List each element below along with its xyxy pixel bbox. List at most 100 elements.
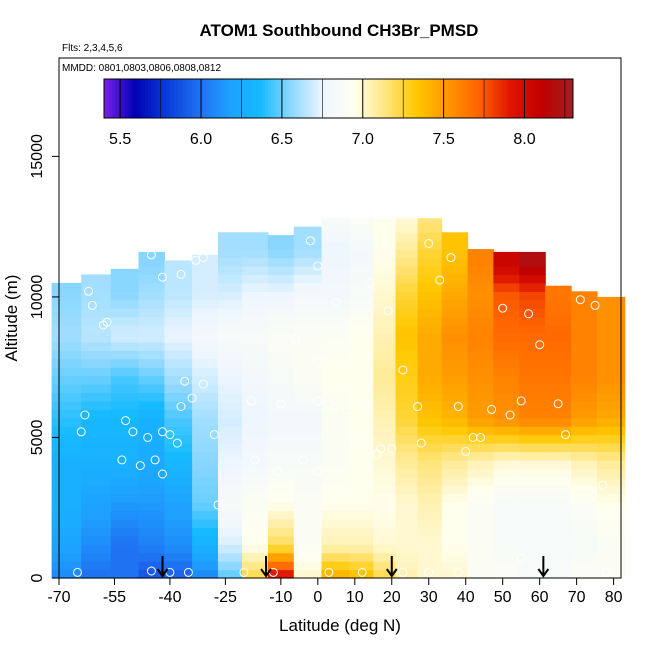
heatmap-cell	[218, 308, 243, 318]
colorbar-tick-label: 6.5	[271, 131, 293, 148]
flight-arrow-head	[385, 568, 398, 578]
heatmap-cell	[242, 358, 269, 368]
heatmap-cell	[51, 282, 82, 292]
colorbar-segment	[429, 79, 433, 118]
heatmap-cell	[81, 569, 112, 579]
observation-point	[146, 250, 156, 260]
colorbar-segment	[391, 79, 395, 118]
colorbar-segment	[496, 79, 501, 118]
heatmap-cell	[164, 476, 193, 486]
heatmap-cell	[267, 459, 295, 469]
observation-point	[305, 236, 315, 246]
colorbar-segment	[555, 79, 559, 118]
heatmap-cell	[571, 493, 598, 503]
heatmap-cell	[441, 299, 469, 309]
heatmap-cell	[597, 426, 626, 436]
colorbar-segment	[115, 79, 120, 118]
heatmap-cell	[441, 384, 469, 394]
heatmap-cell	[417, 367, 443, 377]
heatmap-cell	[242, 459, 269, 469]
heatmap-cell	[242, 249, 269, 259]
colorbar-segment	[335, 79, 339, 118]
heatmap-cell	[493, 392, 520, 402]
colorbar-segment	[543, 79, 548, 118]
heatmap-cell	[110, 274, 140, 284]
heatmap-cell	[417, 358, 443, 368]
heatmap-cell	[192, 426, 219, 436]
heatmap-cell	[218, 502, 243, 512]
heatmap-cell	[321, 274, 350, 284]
heatmap-cell	[321, 434, 350, 444]
heatmap-cell	[373, 367, 397, 377]
colorbar-segment	[147, 79, 152, 118]
heatmap-cell	[138, 400, 165, 410]
heatmap-cell	[138, 251, 165, 259]
heatmap-cell	[545, 350, 572, 360]
heatmap-cell	[417, 569, 443, 579]
heatmap-cell	[218, 266, 243, 275]
heatmap-cell	[571, 392, 598, 402]
heatmap-cell	[321, 223, 350, 233]
colorbar-segment	[564, 79, 568, 118]
heatmap-cell	[373, 417, 397, 427]
heatmap-cell	[293, 232, 323, 242]
heatmap-cell	[110, 493, 140, 503]
heatmap-cell	[519, 358, 546, 368]
heatmap-cell	[493, 333, 520, 343]
heatmap-cell	[395, 375, 419, 385]
heatmap-cell	[545, 291, 572, 301]
heatmap-cell	[417, 392, 443, 402]
heatmap-cell	[242, 443, 269, 453]
heatmap-cell	[218, 282, 243, 292]
heatmap-cell	[242, 544, 269, 554]
observation-point	[553, 399, 563, 409]
heatmap-cell	[81, 434, 112, 444]
heatmap-cell	[571, 443, 598, 453]
observation-point	[313, 261, 323, 271]
colorbar-segment	[505, 79, 509, 118]
heatmap-cell	[81, 384, 112, 394]
heatmap-cell	[164, 350, 193, 360]
heatmap-cell	[218, 552, 243, 562]
heatmap-cell	[267, 266, 295, 275]
heatmap-cell	[545, 485, 572, 495]
colorbar-segment	[282, 79, 287, 118]
heatmap-cell	[373, 569, 397, 579]
heatmap-cell	[597, 519, 626, 528]
colorbar-segment	[291, 79, 295, 118]
heatmap-cell	[545, 510, 572, 520]
heatmap-cell	[395, 358, 419, 368]
heatmap-cell	[242, 274, 269, 284]
heatmap-cell	[441, 552, 469, 562]
heatmap-cell	[417, 561, 443, 571]
heatmap-cell	[192, 417, 219, 427]
colorbar-segment	[361, 79, 366, 118]
colorbar-segment	[452, 79, 457, 118]
heatmap-cell	[441, 316, 469, 326]
heatmap-cell	[267, 502, 295, 512]
heatmap-cell	[417, 384, 443, 394]
x-axis-label: Latitude (deg N)	[279, 616, 401, 635]
heatmap-cell	[349, 535, 374, 545]
heatmap-cell	[218, 485, 243, 495]
heatmap-cell	[267, 409, 295, 419]
heatmap-cell	[597, 308, 626, 318]
heatmap-cell	[267, 282, 295, 292]
heatmap-cell	[545, 299, 572, 309]
heatmap-cell	[395, 274, 419, 284]
heatmap-cell	[110, 282, 140, 292]
heatmap-cell	[192, 510, 219, 520]
heatmap-cell	[138, 325, 165, 334]
colorbar-segment	[511, 79, 515, 118]
heatmap-cell	[571, 350, 598, 360]
heatmap-cell	[81, 333, 112, 343]
heatmap-cell	[373, 274, 397, 284]
colorbar-segment	[552, 79, 556, 118]
heatmap-cell	[519, 468, 546, 478]
heatmap-cell	[321, 240, 350, 250]
heatmap-cell	[242, 561, 269, 571]
heatmap-cell	[441, 232, 469, 242]
heatmap-cell	[164, 519, 193, 528]
heatmap-cell	[293, 249, 323, 259]
heatmap-cell	[545, 443, 572, 453]
